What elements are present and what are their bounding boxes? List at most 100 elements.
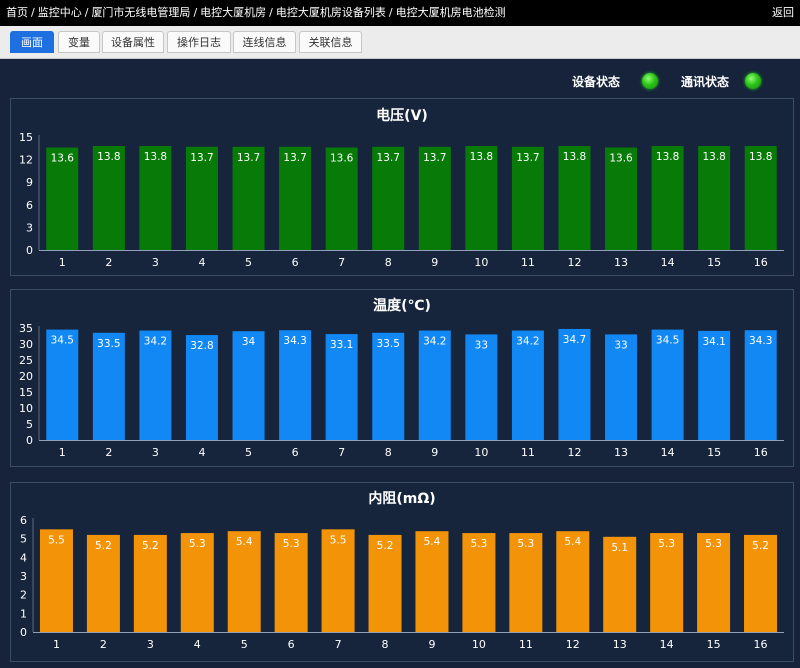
voltage-data-label: 13.7 [283, 152, 306, 164]
temperature-data-label: 32.8 [190, 340, 213, 352]
temperature-x-tick-label: 16 [754, 446, 768, 459]
temperature-y-tick-label: 5 [26, 418, 33, 431]
breadcrumb-bureau[interactable]: 厦门市无线电管理局 [91, 6, 191, 19]
tab-device-properties[interactable]: 设备属性 [102, 31, 164, 53]
voltage-data-label: 13.8 [749, 151, 772, 163]
temperature-bar [46, 329, 79, 440]
temperature-bar [465, 334, 498, 440]
resistance-data-label: 5.5 [330, 534, 347, 546]
temperature-data-label: 34 [242, 336, 256, 348]
resistance-data-label: 5.4 [236, 536, 253, 548]
resistance-x-tick-label: 7 [335, 638, 342, 651]
resistance-data-label: 5.4 [424, 536, 441, 548]
voltage-y-tick-label: 6 [26, 199, 33, 212]
temperature-bar [605, 334, 638, 440]
resistance-x-tick-label: 9 [428, 638, 435, 651]
voltage-data-label: 13.8 [656, 151, 679, 163]
temperature-x-tick-label: 2 [105, 446, 112, 459]
resistance-bar [368, 534, 402, 632]
voltage-bar [139, 146, 172, 250]
device-status-label: 设备状态 [572, 75, 621, 89]
voltage-data-label: 13.7 [516, 152, 539, 164]
breadcrumb: 首页 / 监控中心 / 厦门市无线电管理局 / 电控大厦机房 / 电控大厦机房设备列表 / 电控大厦… [6, 6, 506, 19]
temperature-x-tick-label: 6 [292, 446, 299, 459]
breadcrumb-machine-room[interactable]: 电控大厦机房 [200, 6, 267, 19]
breadcrumb-home[interactable]: 首页 [6, 6, 28, 19]
tab-connection-info[interactable]: 连线信息 [233, 31, 296, 53]
voltage-x-tick-label: 14 [661, 256, 675, 269]
resistance-x-tick-label: 11 [519, 638, 533, 651]
temperature-y-tick-label: 25 [19, 354, 33, 367]
breadcrumb-monitor-center[interactable]: 监控中心 [37, 6, 82, 19]
temperature-x-tick-label: 1 [59, 446, 66, 459]
temperature-chart-title: 温度(℃) [373, 298, 431, 314]
voltage-bar [465, 146, 498, 250]
temperature-y-tick-label: 0 [26, 434, 33, 447]
resistance-bar [321, 529, 355, 632]
resistance-chart-panel: 内阻(mΩ) 0 1 2 3 4 5 6 5.5 1 5.2 2 5.2 3 5.3 4 5.4 5 5.3 6 5.… [10, 482, 794, 662]
temperature-bar [139, 330, 172, 440]
resistance-x-tick-label: 2 [100, 638, 107, 651]
temperature-data-label: 34.3 [283, 335, 306, 347]
resistance-y-tick-label: 6 [20, 514, 27, 527]
resistance-data-label: 5.3 [471, 538, 488, 550]
voltage-x-tick-label: 5 [245, 256, 252, 269]
temperature-y-tick-label: 10 [19, 402, 33, 415]
temperature-x-tick-label: 8 [385, 446, 392, 459]
voltage-bar [511, 146, 544, 250]
resistance-x-tick-label: 15 [707, 638, 721, 651]
voltage-data-label: 13.8 [470, 151, 493, 163]
temperature-bar [372, 332, 405, 440]
resistance-bar [180, 533, 214, 632]
resistance-data-label: 5.2 [95, 540, 112, 552]
voltage-data-label: 13.7 [423, 152, 446, 164]
comm-status-label: 通讯状态 [681, 75, 730, 89]
resistance-x-tick-label: 13 [613, 638, 627, 651]
temperature-y-tick-label: 15 [19, 386, 33, 399]
voltage-x-tick-label: 9 [431, 256, 438, 269]
resistance-x-tick-label: 4 [194, 638, 201, 651]
resistance-bar [697, 533, 731, 632]
temperature-x-tick-label: 15 [707, 446, 721, 459]
voltage-bar [185, 146, 218, 250]
temperature-data-label: 33 [475, 339, 488, 351]
temperature-data-label: 33 [614, 339, 627, 351]
temperature-chart: 0 5 10 15 20 25 30 35 34.5 1 33.5 2 34.2 3 32.8 4 34 5 34.… [19, 322, 784, 459]
resistance-bar [227, 531, 261, 632]
voltage-x-tick-label: 10 [474, 256, 488, 269]
temperature-x-tick-label: 13 [614, 446, 628, 459]
resistance-bar [744, 534, 778, 632]
resistance-data-label: 5.3 [283, 538, 300, 550]
resistance-bar [133, 534, 167, 632]
tab-screen[interactable]: 画面 [10, 31, 54, 53]
voltage-data-label: 13.7 [237, 152, 260, 164]
resistance-data-label: 5.3 [189, 538, 206, 550]
voltage-chart-title: 电压(V) [376, 108, 428, 124]
device-status-indicator [642, 73, 658, 89]
resistance-x-tick-label: 6 [288, 638, 295, 651]
voltage-bar [46, 147, 79, 250]
temperature-y-tick-label: 35 [19, 322, 33, 335]
temperature-x-tick-label: 14 [661, 446, 675, 459]
top-bar: 首页 / 监控中心 / 厦门市无线电管理局 / 电控大厦机房 / 电控大厦机房设备列表 / 电控大厦… [0, 0, 800, 26]
back-link[interactable]: 返回 [772, 6, 794, 19]
voltage-data-label: 13.6 [330, 153, 354, 165]
resistance-data-label: 5.2 [377, 540, 394, 552]
temperature-bar [279, 330, 312, 440]
temperature-data-label: 34.1 [702, 336, 725, 348]
tab-operation-log[interactable]: 操作日志 [167, 31, 231, 53]
voltage-y-tick-label: 9 [26, 176, 33, 189]
resistance-x-tick-label: 14 [660, 638, 674, 651]
tab-variables[interactable]: 变量 [58, 31, 100, 53]
resistance-x-tick-label: 3 [147, 638, 154, 651]
voltage-x-tick-label: 15 [707, 256, 721, 269]
comm-status-indicator [745, 73, 761, 89]
voltage-data-label: 13.8 [97, 151, 120, 163]
temperature-bar [185, 335, 218, 440]
resistance-bar [39, 529, 73, 632]
temperature-x-tick-label: 12 [567, 446, 581, 459]
tab-related-info[interactable]: 关联信息 [299, 31, 362, 53]
temperature-data-label: 34.2 [423, 336, 446, 348]
resistance-y-tick-label: 2 [20, 589, 27, 602]
breadcrumb-device-list[interactable]: 电控大厦机房设备列表 [275, 6, 386, 19]
